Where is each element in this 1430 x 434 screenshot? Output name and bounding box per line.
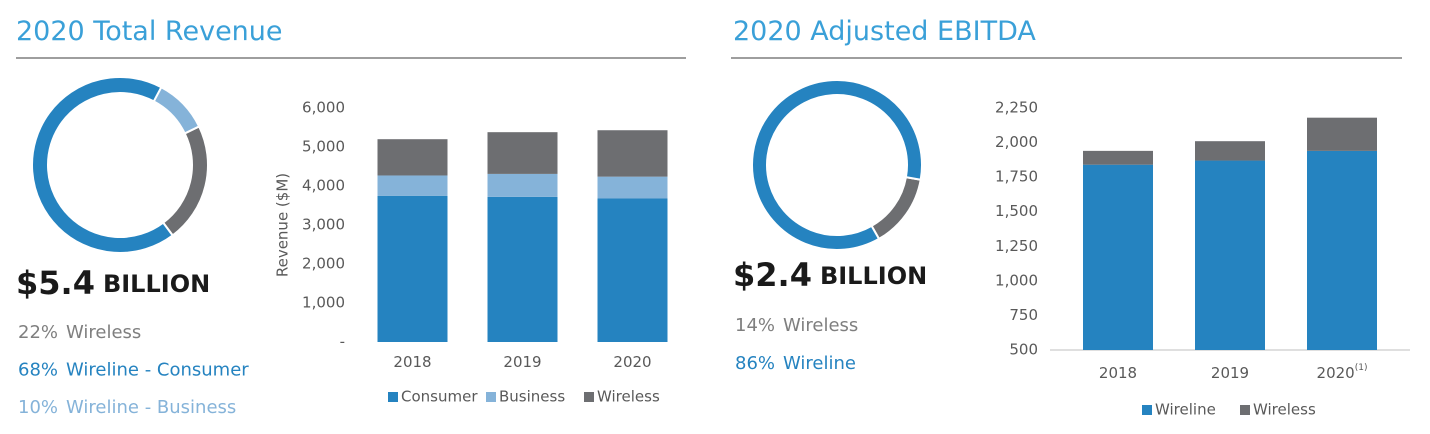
legend-label: Consumer xyxy=(401,388,478,406)
legend-swatch xyxy=(388,392,398,402)
panel-title: 2020 Total Revenue xyxy=(16,16,283,47)
bar-segment xyxy=(1083,150,1153,165)
total-value: $2.4 xyxy=(733,256,812,294)
legend-swatch xyxy=(584,392,594,402)
legend-value: 10% xyxy=(18,397,58,418)
donut-slice xyxy=(161,125,209,237)
category: 2018 xyxy=(393,353,431,371)
y-tick-label: 1,500 xyxy=(995,202,1038,220)
y-tick-label: 1,250 xyxy=(995,237,1038,255)
y-tick-label: 6,000 xyxy=(302,99,345,117)
total-value: $5.4 xyxy=(16,264,95,302)
y-tick-label: 3,000 xyxy=(302,216,345,234)
bar-segment xyxy=(487,132,558,174)
bar-segment xyxy=(597,130,668,177)
y-tick-label: 5,000 xyxy=(302,138,345,156)
donut-slice xyxy=(152,85,201,135)
legend-value: 68% xyxy=(18,360,58,381)
legend-value: 22% xyxy=(18,322,58,343)
x-tick-label: 2018 xyxy=(393,353,431,371)
legend-label: Wireline - Business xyxy=(66,397,236,418)
bar-segment xyxy=(1307,150,1377,350)
y-tick-label: 1,000 xyxy=(302,294,345,312)
y-tick-label: 2,000 xyxy=(995,133,1038,151)
x-tick-label: 2020 xyxy=(613,353,651,371)
legend-label: Business xyxy=(499,388,565,406)
total-unit: BILLION xyxy=(820,262,927,290)
legend-value: 86% xyxy=(735,353,775,374)
bar-segment xyxy=(377,175,448,196)
legend-label: Wireline xyxy=(1155,401,1216,419)
y-axis-label: Revenue ($M) xyxy=(274,173,292,277)
bar-segment xyxy=(1195,160,1265,350)
x-tick-label: 2018 xyxy=(1099,364,1137,382)
category: 2019 xyxy=(503,353,541,371)
x-tick-label: 2019 xyxy=(1211,364,1249,382)
y-tick-label: 4,000 xyxy=(302,177,345,195)
category: 2019 xyxy=(1211,364,1249,382)
donut-slice xyxy=(31,76,175,254)
bar-segment xyxy=(377,195,448,342)
y-tick-label: 2,250 xyxy=(995,99,1038,117)
bar-segment xyxy=(1083,164,1153,350)
bar-segment xyxy=(597,198,668,342)
legend-value: 14% xyxy=(735,315,775,336)
legend-label: Wireless xyxy=(1253,401,1316,419)
bar-segment xyxy=(1307,117,1377,151)
y-tick-label: 1,750 xyxy=(995,168,1038,186)
legend-label: Wireline - Consumer xyxy=(66,360,249,381)
legend-swatch xyxy=(486,392,496,402)
y-tick-label: 1,000 xyxy=(995,271,1038,289)
bar-segment xyxy=(377,139,448,176)
category: 2020 xyxy=(1317,364,1355,382)
footnote-mark: (1) xyxy=(1355,363,1368,373)
bar-segment xyxy=(1195,141,1265,161)
legend-swatch xyxy=(1240,405,1250,415)
bar-segment xyxy=(487,173,558,197)
category: 2018 xyxy=(1099,364,1137,382)
donut-slice xyxy=(870,175,922,241)
donut-slice xyxy=(751,79,923,251)
legend-label: Wireline xyxy=(783,353,856,374)
total: $5.4 BILLION xyxy=(16,264,210,302)
x-tick-label: 2020(1) xyxy=(1317,363,1368,382)
total: $2.4 BILLION xyxy=(733,256,927,294)
bar-segment xyxy=(487,196,558,342)
y-tick-label: 750 xyxy=(1009,306,1038,324)
legend-swatch xyxy=(1142,405,1152,415)
bar-segment xyxy=(597,176,668,199)
legend-label: Wireless xyxy=(597,388,660,406)
legend-label: Wireless xyxy=(66,322,141,343)
category: 2020 xyxy=(613,353,651,371)
legend-label: Wireless xyxy=(783,315,858,336)
x-tick-label: 2019 xyxy=(503,353,541,371)
y-tick-label: - xyxy=(340,333,345,351)
total-unit: BILLION xyxy=(103,270,210,298)
y-tick-label: 500 xyxy=(1009,341,1038,359)
y-tick-label: 2,000 xyxy=(302,255,345,273)
panel-title: 2020 Adjusted EBITDA xyxy=(733,16,1036,47)
